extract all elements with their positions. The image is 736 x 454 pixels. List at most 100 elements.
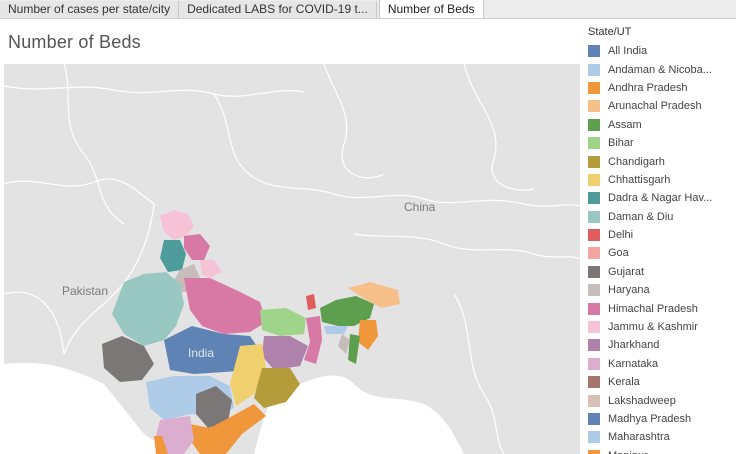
legend-label: Arunachal Pradesh xyxy=(608,100,702,113)
legend-swatch xyxy=(588,321,600,334)
legend-item[interactable]: Andaman & Nicoba... xyxy=(588,60,736,78)
legend-swatch xyxy=(588,229,600,242)
legend-label: Andhra Pradesh xyxy=(608,81,688,94)
legend-label: Haryana xyxy=(608,284,650,297)
legend-item[interactable]: Maharashtra xyxy=(588,428,736,446)
state-manipur xyxy=(358,320,378,350)
legend-item[interactable]: Assam xyxy=(588,116,736,134)
sheet-tabs: Number of cases per state/city Dedicated… xyxy=(0,0,736,19)
legend-label: Daman & Diu xyxy=(608,210,674,223)
legend-item[interactable]: Kerala xyxy=(588,373,736,391)
state-arunachal-pradesh xyxy=(348,282,400,308)
legend-label: Gujarat xyxy=(608,265,645,278)
legend-swatch xyxy=(588,449,600,454)
legend-swatch xyxy=(588,394,600,407)
map-canvas xyxy=(4,64,580,454)
legend-swatch xyxy=(588,81,600,94)
map-label-china: China xyxy=(404,200,436,214)
map-label-pakistan: Pakistan xyxy=(62,284,109,298)
legend-label: Goa xyxy=(608,247,629,260)
bay-of-bengal xyxy=(254,375,464,454)
legend-title: State/UT xyxy=(588,26,632,38)
legend-swatch xyxy=(588,339,600,352)
legend-label: Assam xyxy=(608,118,642,131)
state-telangana xyxy=(196,386,232,428)
legend-swatch xyxy=(588,431,600,444)
state-punjab xyxy=(160,240,186,272)
legend-item[interactable]: Bihar xyxy=(588,134,736,152)
legend-swatch xyxy=(588,376,600,389)
legend-item[interactable]: Manipur xyxy=(588,447,736,454)
legend-label: Delhi xyxy=(608,229,634,242)
state-uttarakhand xyxy=(200,260,222,278)
legend-list: All India Andaman & Nicoba... Andhra Prade… xyxy=(588,42,736,454)
sheet-title: Number of Beds xyxy=(8,32,141,52)
legend-swatch xyxy=(588,413,600,425)
legend-swatch xyxy=(588,63,600,76)
legend-label: Manipur xyxy=(608,450,648,454)
legend-item[interactable]: Himachal Pradesh xyxy=(588,299,736,317)
tab-dedicated-labs[interactable]: Dedicated LABS for COVID-19 t... xyxy=(179,1,377,18)
legend-swatch xyxy=(588,118,600,131)
state-jharkhand xyxy=(262,336,308,370)
state-chhattisgarh xyxy=(230,344,266,406)
legend-swatch xyxy=(588,302,600,315)
legend-swatch xyxy=(588,100,600,113)
legend-swatch xyxy=(588,192,600,205)
state-bihar xyxy=(260,308,306,336)
state-karnataka xyxy=(156,416,194,454)
legend-item[interactable]: Karnataka xyxy=(588,355,736,373)
tab-number-of-beds[interactable]: Number of Beds xyxy=(378,0,484,18)
legend-label: Jammu & Kashmir xyxy=(608,321,698,334)
legend-label: Madhya Pradesh xyxy=(608,413,692,425)
legend-item[interactable]: Daman & Diu xyxy=(588,208,736,226)
legend-swatch xyxy=(588,173,600,186)
legend-item[interactable]: Jharkhand xyxy=(588,336,736,354)
legend-item[interactable]: All India xyxy=(588,42,736,60)
state-rajasthan xyxy=(112,272,184,346)
map-label-india: India xyxy=(188,346,215,360)
legend-item[interactable]: Arunachal Pradesh xyxy=(588,97,736,115)
country-borders xyxy=(4,64,580,454)
legend-label: Bihar xyxy=(608,137,634,150)
legend-item[interactable]: Lakshadweep xyxy=(588,391,736,409)
state-andhra-pradesh xyxy=(190,404,266,454)
legend-label: Andaman & Nicoba... xyxy=(608,63,712,76)
legend-swatch xyxy=(588,247,600,260)
state-gujarat xyxy=(102,336,154,382)
legend-swatch xyxy=(588,155,600,168)
legend-item[interactable]: Jammu & Kashmir xyxy=(588,318,736,336)
legend-label: Dadra & Nagar Hav... xyxy=(608,192,713,205)
india-map[interactable]: China Pakistan India xyxy=(4,64,580,454)
legend-swatch xyxy=(588,357,600,370)
legend-item[interactable]: Chhattisgarh xyxy=(588,171,736,189)
legend-item[interactable]: Gujarat xyxy=(588,263,736,281)
state-uttar-pradesh xyxy=(184,278,266,334)
legend-label: Lakshadweep xyxy=(608,394,676,407)
legend-item[interactable]: Chandigarh xyxy=(588,152,736,170)
legend-label: Chhattisgarh xyxy=(608,173,671,186)
legend-swatch xyxy=(588,137,600,150)
legend-label: Maharashtra xyxy=(608,431,670,444)
state-odisha xyxy=(254,368,300,408)
tab-cases-per-state[interactable]: Number of cases per state/city xyxy=(0,1,180,18)
legend-swatch xyxy=(588,265,600,278)
legend-label: Chandigarh xyxy=(608,155,665,168)
state-goa xyxy=(154,436,168,454)
legend-swatch xyxy=(588,284,600,297)
legend-item[interactable]: Andhra Pradesh xyxy=(588,79,736,97)
legend-item[interactable]: Delhi xyxy=(588,226,736,244)
state-himachal-pradesh xyxy=(184,234,210,260)
legend-item[interactable]: Dadra & Nagar Hav... xyxy=(588,189,736,207)
legend-label: Himachal Pradesh xyxy=(608,302,698,315)
state-tripura xyxy=(338,334,350,354)
state-sikkim xyxy=(306,294,316,310)
legend: State/UT All India Andaman & Nicoba... And… xyxy=(588,26,736,454)
legend-item[interactable]: Goa xyxy=(588,244,736,262)
state-meghalaya xyxy=(324,326,348,334)
legend-swatch xyxy=(588,45,600,58)
legend-item[interactable]: Haryana xyxy=(588,281,736,299)
legend-item[interactable]: Madhya Pradesh xyxy=(588,410,736,428)
legend-label: All India xyxy=(608,45,648,58)
arabian-sea xyxy=(4,362,174,454)
